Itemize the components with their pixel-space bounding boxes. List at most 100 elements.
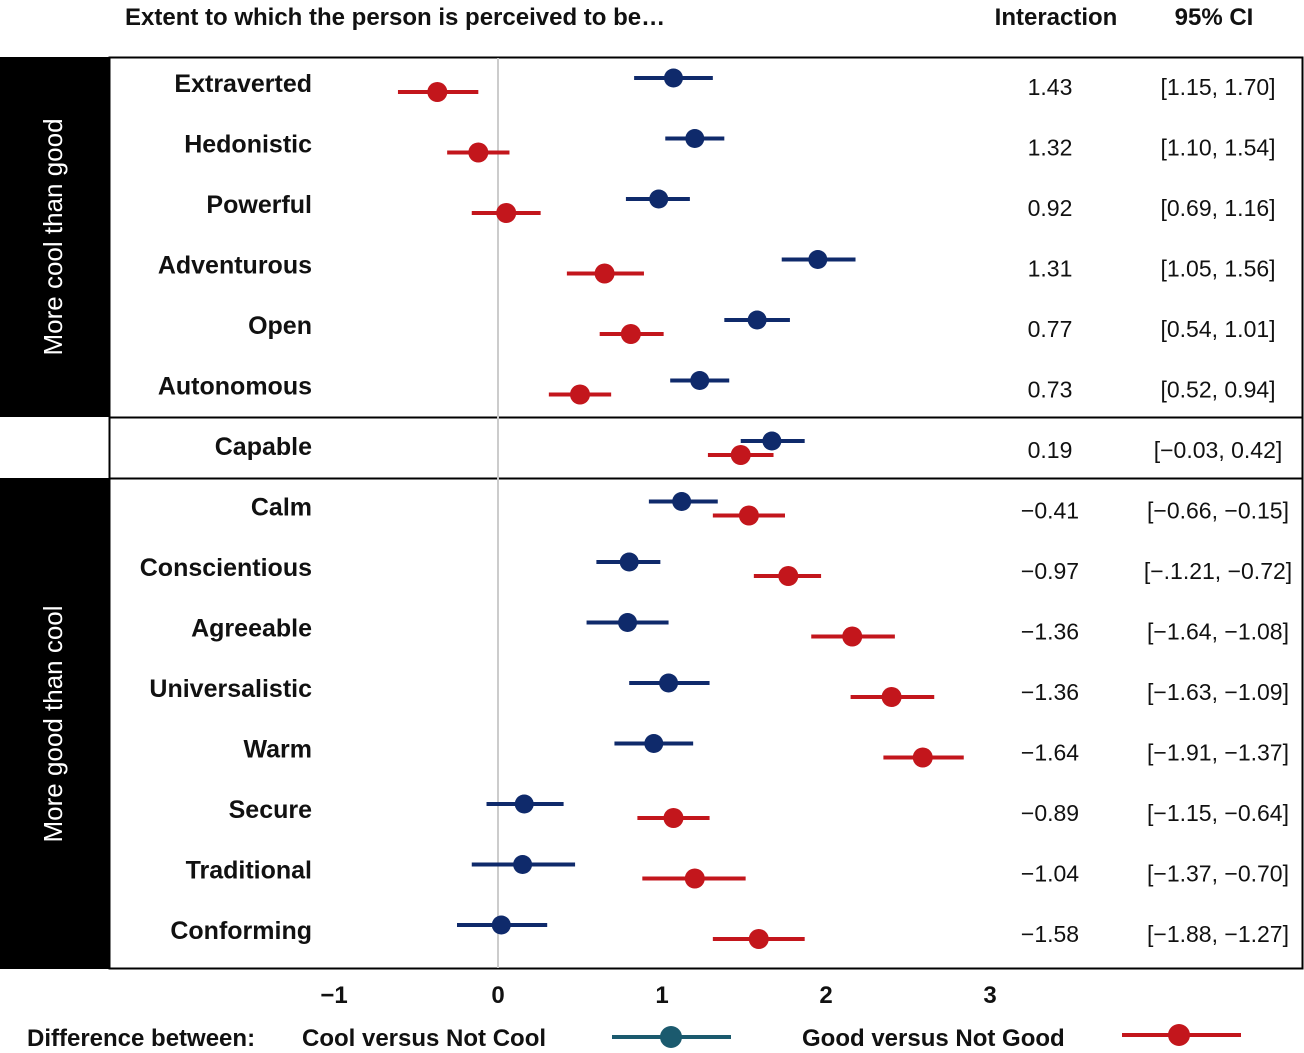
row-hedonistic: Hedonistic 1.32 [1.10, 1.54] (184, 129, 1276, 163)
interaction-value: −1.36 (1021, 619, 1079, 645)
cool-point (663, 68, 683, 88)
legend-good-label: Good versus Not Good (802, 1025, 1065, 1052)
cool-point (672, 492, 692, 511)
interaction-value: 0.73 (1028, 377, 1073, 403)
rows-layer: Extraverted 1.43 [1.15, 1.70] Hedonistic 1.3… (140, 68, 1292, 949)
cool-point (649, 189, 669, 209)
ci-value: [−1.91, −1.37] (1147, 740, 1289, 766)
row-label: Hedonistic (184, 131, 312, 159)
row-label: Powerful (206, 191, 312, 219)
interaction-value: −1.64 (1021, 740, 1079, 766)
ci-value: [1.15, 1.70] (1160, 74, 1275, 100)
interaction-value: 1.31 (1028, 256, 1073, 282)
row-open: Open 0.77 [0.54, 1.01] (248, 310, 1276, 344)
interaction-value: −0.97 (1021, 558, 1079, 584)
interaction-value: −0.89 (1021, 800, 1079, 826)
ci-value: [−.1.21, −0.72] (1144, 558, 1292, 584)
interaction-value: 0.92 (1028, 195, 1073, 221)
row-label: Warm (243, 736, 312, 764)
ci-header: 95% CI (1175, 4, 1254, 31)
row-label: Agreeable (191, 615, 312, 643)
cool-point (513, 855, 533, 874)
legend-cool-swatch-dot (660, 1026, 682, 1048)
row-traditional: Traditional −1.04 [−1.37, −0.70] (186, 855, 1289, 889)
cool-point (690, 371, 710, 390)
ci-value: [0.69, 1.16] (1160, 195, 1275, 221)
row-label: Universalistic (149, 675, 312, 703)
ci-value: [−1.64, −1.08] (1147, 619, 1289, 645)
interaction-value: 1.43 (1028, 74, 1073, 100)
ci-value: [−1.37, −0.70] (1147, 861, 1289, 887)
ci-value: [0.52, 0.94] (1160, 377, 1275, 403)
group-band-cool (0, 57, 109, 417)
ci-value: [0.54, 1.01] (1160, 316, 1275, 342)
good-point (778, 566, 799, 586)
x-tick-label: 2 (819, 982, 832, 1009)
group-label-cool: More cool than good (38, 118, 68, 355)
interaction-value: −1.58 (1021, 921, 1079, 947)
x-tick-label: 3 (983, 982, 996, 1009)
ci-value: [−1.88, −1.27] (1147, 921, 1289, 947)
good-point (620, 324, 641, 344)
legend-good-swatch-dot (1168, 1024, 1190, 1046)
chart-title: Extent to which the person is perceived … (125, 4, 665, 31)
good-point (881, 687, 902, 707)
row-label: Conscientious (140, 554, 312, 582)
cool-point (644, 734, 664, 753)
row-label: Open (248, 312, 312, 340)
good-point (684, 868, 705, 889)
good-point (468, 142, 489, 163)
good-point (748, 929, 769, 949)
row-conforming: Conforming −1.58 [−1.88, −1.27] (170, 915, 1289, 949)
row-warm: Warm −1.64 [−1.91, −1.37] (243, 734, 1289, 768)
interaction-header: Interaction (995, 4, 1118, 31)
row-label: Extraverted (174, 70, 312, 98)
row-label: Secure (229, 796, 312, 824)
cool-point (808, 250, 828, 269)
x-tick-label: −1 (320, 982, 347, 1009)
interaction-value: 1.32 (1028, 135, 1073, 161)
panel-frame (108, 56, 1304, 970)
row-calm: Calm −0.41 [−0.66, −0.15] (251, 492, 1289, 526)
good-point (663, 808, 684, 828)
ci-value: [−0.03, 0.42] (1154, 437, 1283, 463)
x-axis: −1 0 1 2 3 (320, 982, 996, 1009)
ci-value: [−1.63, −1.09] (1147, 679, 1289, 705)
interaction-value: −1.04 (1021, 861, 1079, 887)
cool-point (685, 129, 705, 148)
cool-point (618, 613, 638, 632)
cool-point (762, 431, 782, 451)
x-tick-label: 1 (655, 982, 668, 1009)
good-point (730, 445, 751, 465)
good-point (912, 747, 933, 768)
row-label: Autonomous (158, 373, 312, 401)
group-band-good (0, 478, 109, 969)
good-point (594, 263, 615, 284)
interaction-value: −1.36 (1021, 679, 1079, 705)
cool-point (491, 915, 511, 935)
row-label: Calm (251, 494, 312, 522)
good-point (496, 203, 517, 223)
row-universalistic: Universalistic −1.36 [−1.63, −1.09] (149, 673, 1289, 707)
interaction-value: −0.41 (1021, 498, 1079, 524)
row-secure: Secure −0.89 [−1.15, −0.64] (229, 794, 1289, 828)
row-label: Traditional (186, 857, 312, 885)
good-point (738, 505, 759, 526)
row-agreeable: Agreeable −1.36 [−1.64, −1.08] (191, 613, 1289, 647)
interaction-value: 0.19 (1028, 437, 1073, 463)
interaction-value: 0.77 (1028, 316, 1073, 342)
row-label: Conforming (170, 917, 312, 945)
cool-point (619, 552, 639, 572)
legend-prefix: Difference between: (27, 1025, 255, 1052)
legend-cool-label: Cool versus Not Cool (302, 1025, 546, 1052)
row-label: Capable (215, 433, 312, 461)
row-extraverted: Extraverted 1.43 [1.15, 1.70] (174, 68, 1276, 102)
good-point (842, 626, 863, 647)
group-label-good: More good than cool (38, 605, 68, 842)
row-conscientious: Conscientious −0.97 [−.1.21, −0.72] (140, 552, 1292, 586)
row-label: Adventurous (158, 252, 312, 280)
ci-value: [−0.66, −0.15] (1147, 498, 1289, 524)
ci-value: [−1.15, −0.64] (1147, 800, 1289, 826)
good-point (427, 82, 448, 102)
